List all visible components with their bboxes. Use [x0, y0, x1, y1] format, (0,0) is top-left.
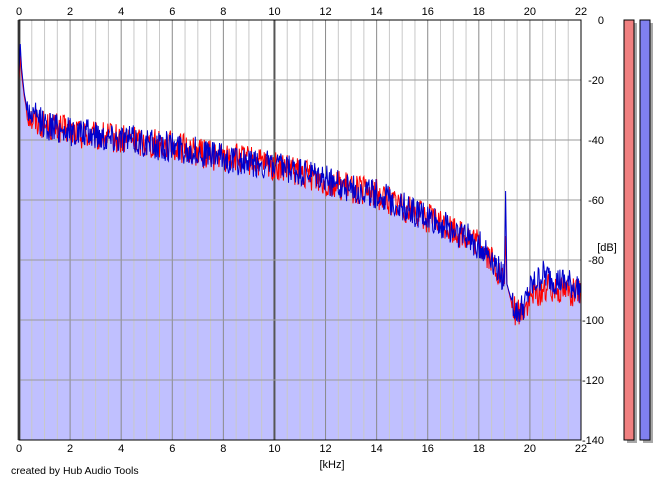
y-tick-label: -100 [582, 315, 604, 327]
y-tick-label: -20 [588, 75, 604, 87]
level-meter-bar-left [623, 19, 635, 441]
plot-frame [18, 19, 582, 441]
bottom-x-tick-labels: 0 2 4 6 8 10 12 14 16 18 20 22 [16, 443, 587, 455]
level-meters [623, 19, 653, 443]
x-tick-label-bottom: 10 [268, 443, 280, 455]
x-tick-label-top: 0 [16, 6, 22, 18]
y-tick-label: -120 [582, 375, 604, 387]
x-tick-label-top: 8 [220, 6, 226, 18]
series-lines [18, 43, 582, 326]
x-tick-label-bottom: 0 [16, 443, 22, 455]
x-tick-label-top: 2 [67, 6, 73, 18]
credit-text: created by Hub Audio Tools [11, 465, 139, 477]
y-tick-label: -140 [582, 435, 604, 447]
x-tick-label-top: 20 [524, 6, 536, 18]
level-meter-bar-right [639, 19, 651, 441]
x-tick-label-top: 12 [319, 6, 331, 18]
y-tick-label: 0 [598, 15, 604, 27]
x-tick-label-bottom: 14 [371, 443, 383, 455]
x-tick-label-bottom: 6 [169, 443, 175, 455]
x-tick-label-top: 14 [371, 6, 383, 18]
x-axis-label: [kHz] [319, 459, 344, 471]
x-tick-label-top: 18 [473, 6, 485, 18]
x-tick-label-bottom: 8 [220, 443, 226, 455]
x-tick-label-top: 10 [268, 6, 280, 18]
x-tick-label-bottom: 16 [422, 443, 434, 455]
x-tick-label-top: 4 [118, 6, 124, 18]
x-tick-label-bottom: 20 [524, 443, 536, 455]
x-tick-label-bottom: 2 [67, 443, 73, 455]
x-tick-label-bottom: 12 [319, 443, 331, 455]
x-tick-label-bottom: 4 [118, 443, 124, 455]
y-axis-label: [dB] [597, 242, 617, 254]
top-x-tick-labels: 0 2 4 6 8 10 12 14 16 18 20 22 [16, 6, 587, 18]
x-tick-label-top: 22 [575, 6, 587, 18]
series-line-blue [18, 43, 582, 322]
y-tick-label: -80 [588, 255, 604, 267]
x-tick-label-top: 16 [422, 6, 434, 18]
x-tick-label-bottom: 18 [473, 443, 485, 455]
y-tick-label: -60 [588, 195, 604, 207]
y-tick-labels: 0 -20 -40 -60 -80 -100 -120 -140 [582, 15, 604, 447]
x-tick-label-bottom: 22 [575, 443, 587, 455]
x-tick-label-top: 6 [169, 6, 175, 18]
y-tick-label: -40 [588, 135, 604, 147]
